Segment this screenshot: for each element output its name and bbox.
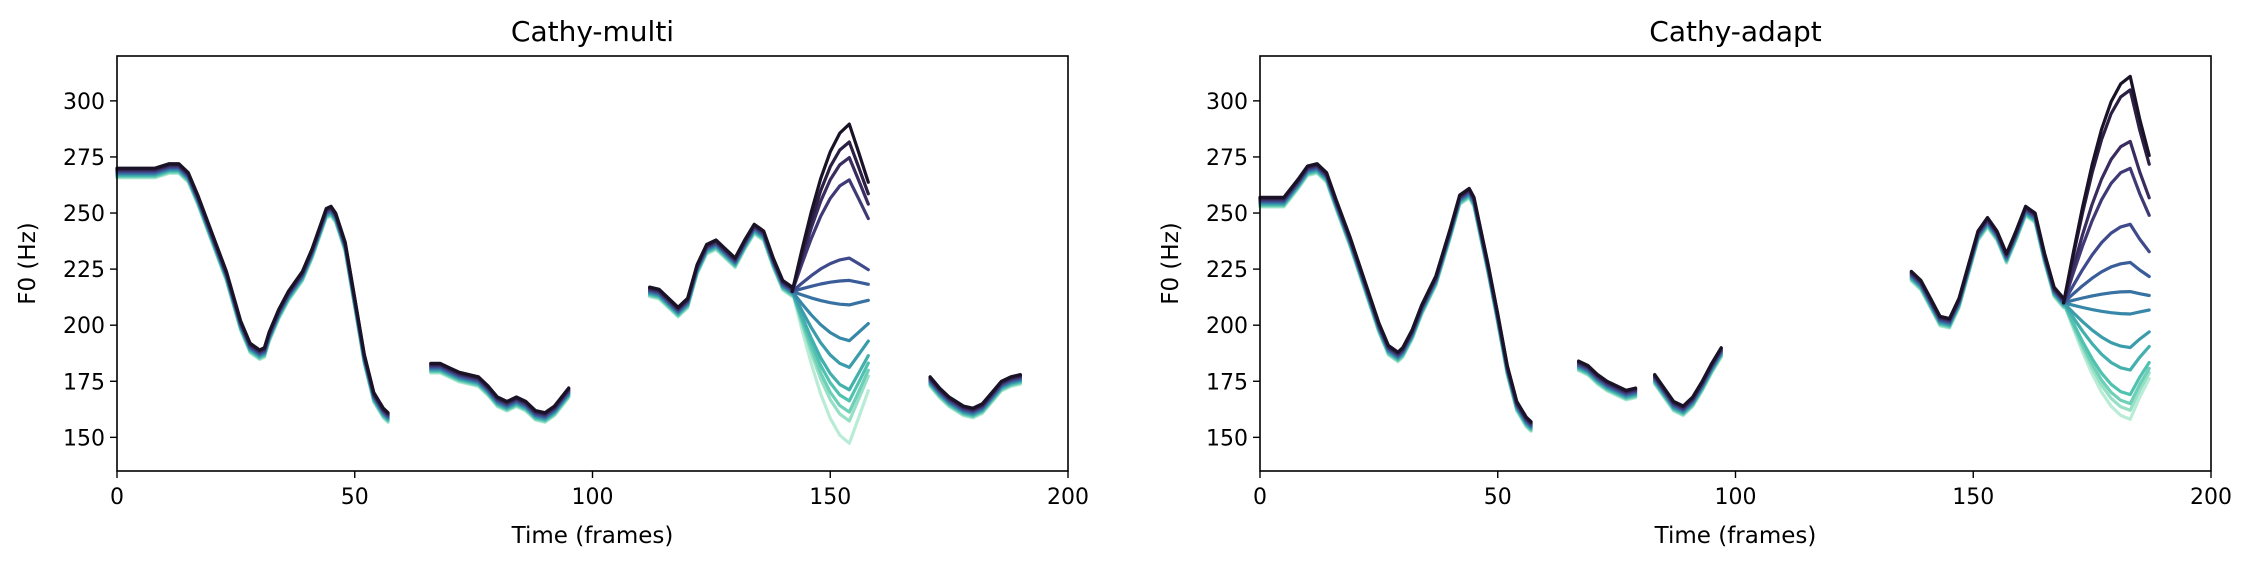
axes-frame	[1259, 55, 2212, 472]
series-6-peak-line	[790, 289, 870, 369]
y-tick-label: 200	[63, 314, 105, 339]
series-14-peak-line	[2062, 74, 2151, 305]
series-5-segment-1-line	[115, 168, 390, 421]
series-10-segment-1-line	[1258, 165, 1533, 427]
x-axis-label: Time (frames)	[511, 523, 674, 549]
series-8-peak-line	[2062, 290, 2151, 305]
y-tick-label: 150	[63, 426, 105, 451]
series-12-segment-1-line	[1258, 163, 1533, 425]
series-9-segment-1-line	[1258, 165, 1533, 427]
x-tick-label: 100	[572, 485, 614, 510]
series-3-segment-1-line	[1258, 170, 1533, 432]
series-13-segment-1-line	[115, 162, 390, 416]
series-7-peak-line	[2062, 301, 2151, 316]
series-14-segment-1-line	[115, 162, 390, 415]
series-2-segment-1-line	[1258, 171, 1533, 433]
series-14-peak-line	[790, 122, 870, 294]
series-4-peak-line	[2062, 301, 2151, 397]
series-5-segment-1-line	[1258, 168, 1533, 430]
series-4-segment-1-line	[1258, 169, 1533, 431]
series-8-peak-line	[790, 289, 870, 307]
subplot-1: 0 50 100 150 200 150 175 200 225 250 275 300 Cathy-m…	[15, 15, 1089, 549]
series-5-peak-line	[790, 289, 870, 392]
series-11-peak-line	[790, 178, 870, 294]
series-11-segment-3-line	[647, 224, 794, 312]
y-tick-label: 175	[63, 370, 105, 395]
series-13-peak-line	[790, 140, 870, 294]
x-tick-label: 0	[1253, 485, 1267, 510]
y-tick-label: 250	[1206, 202, 1248, 227]
series-8-segment-1-line	[1258, 166, 1533, 428]
y-axis-label: F0 (Hz)	[15, 222, 41, 305]
series-12-segment-3-line	[647, 224, 794, 311]
subplot-2: 0 50 100 150 200 150 175 200 225 250 275 300 Cathy-a…	[1158, 15, 2232, 549]
series-6-peak-line	[2062, 301, 2151, 350]
series-14-segment-2-line	[1576, 359, 1638, 392]
series-1-segment-1-line	[1258, 171, 1533, 433]
series-10-peak-line	[2062, 222, 2151, 305]
x-tick-label: 0	[110, 485, 124, 510]
series-9-peak-line	[790, 278, 870, 294]
series-9-segment-1-line	[115, 165, 390, 418]
series-14-segment-1-line	[1258, 162, 1533, 424]
x-tick-label: 200	[1047, 485, 1089, 510]
series-14-segment-3-line	[1653, 346, 1723, 408]
series-12-peak-line	[2062, 139, 2151, 305]
y-tick-label: 275	[1206, 146, 1248, 171]
series-7-peak-line	[790, 289, 870, 343]
series-10-segment-1-line	[115, 165, 390, 418]
x-tick-label: 150	[809, 485, 851, 510]
y-tick-label: 225	[1206, 258, 1248, 283]
series-7-segment-1-line	[1258, 167, 1533, 429]
series-3-peak-line	[790, 289, 870, 414]
series-6-segment-1-line	[1258, 168, 1533, 430]
series-2-segment-1-line	[115, 171, 390, 424]
series-5-peak-line	[2062, 301, 2151, 372]
y-tick-label: 200	[1206, 314, 1248, 339]
x-tick-label: 100	[1715, 485, 1757, 510]
series-1-segment-1-line	[115, 171, 390, 424]
series-3-segment-1-line	[115, 170, 390, 423]
series-4-segment-1-line	[115, 169, 390, 422]
chart-title: Cathy-multi	[511, 15, 674, 48]
y-axis-label: F0 (Hz)	[1158, 222, 1184, 305]
series-1-peak-line	[790, 289, 870, 445]
chart-title: Cathy-adapt	[1649, 15, 1821, 48]
series-14-segment-2-line	[429, 361, 571, 415]
series-13-segment-3-line	[647, 223, 794, 310]
series-10-segment-3-line	[647, 225, 794, 312]
series-12-peak-line	[790, 156, 870, 294]
x-tick-label: 50	[1484, 485, 1512, 510]
series-11-segment-1-line	[115, 164, 390, 417]
x-tick-label: 150	[1952, 485, 1994, 510]
series-11-segment-1-line	[1258, 164, 1533, 426]
y-tick-label: 225	[63, 258, 105, 283]
series-7-segment-1-line	[115, 167, 390, 420]
y-tick-label: 300	[1206, 90, 1248, 115]
series-11-peak-line	[2062, 166, 2151, 305]
series-10-peak-line	[790, 256, 870, 294]
x-tick-label: 50	[341, 485, 369, 510]
y-tick-label: 300	[63, 90, 105, 115]
y-tick-label: 250	[63, 202, 105, 227]
y-tick-label: 150	[1206, 426, 1248, 451]
series-12-segment-1-line	[115, 163, 390, 416]
series-9-peak-line	[2062, 260, 2151, 305]
series-6-segment-1-line	[115, 168, 390, 421]
series-14-segment-4-line	[928, 373, 1023, 410]
y-tick-label: 275	[63, 146, 105, 171]
y-tick-label: 175	[1206, 370, 1248, 395]
x-tick-label: 200	[2190, 485, 2232, 510]
series-14-segment-4-line	[1909, 204, 2066, 321]
x-axis-label: Time (frames)	[1654, 523, 1817, 549]
series-8-segment-1-line	[115, 166, 390, 419]
axes-frame	[116, 55, 1069, 472]
series-14-segment-3-line	[647, 222, 794, 309]
